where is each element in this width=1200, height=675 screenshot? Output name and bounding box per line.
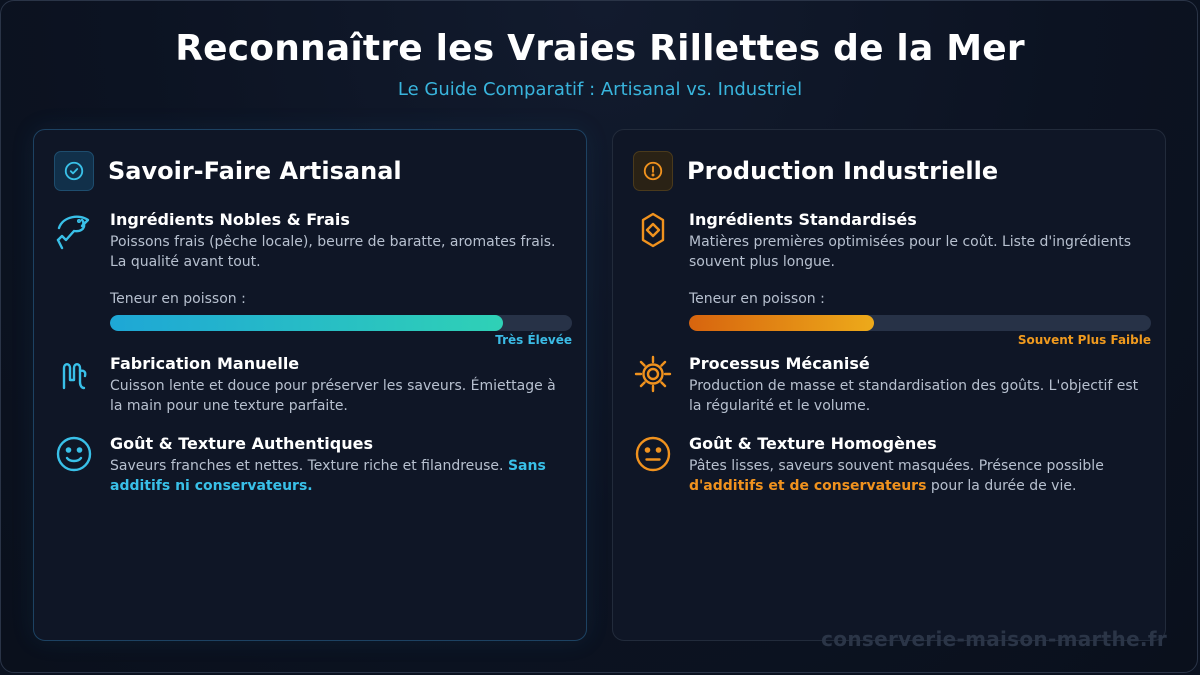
industriel-card: Production Industrielle Ingrédients Stan…: [612, 129, 1166, 641]
neutral-face-icon: [633, 434, 673, 474]
industriel-card-title: Production Industrielle: [687, 157, 999, 185]
feature-description-text-end: pour la durée de vie.: [926, 478, 1077, 494]
artisanal-card: Savoir-Faire Artisanal Ingrédients Noble…: [33, 129, 587, 641]
check-circle-icon: [54, 151, 94, 191]
feature-highlight: Sans additifs ni conservateurs.: [110, 458, 546, 494]
fish-content-label: Teneur en poisson :: [689, 291, 825, 307]
feature-description-text: Saveurs franches et nettes. Texture rich…: [110, 458, 508, 474]
fish-content-meter: [110, 315, 572, 331]
feature-highlight: d'additifs et de conservateurs: [689, 478, 927, 494]
feature-description: Matières premières optimisées pour le co…: [689, 234, 1132, 270]
feature-title: Fabrication Manuelle: [110, 354, 300, 373]
hexagon-box-icon: [633, 210, 673, 250]
feature-title: Goût & Texture Authentiques: [110, 434, 373, 453]
feature-title: Ingrédients Standardisés: [689, 210, 917, 229]
fish-content-meter-fill: [689, 315, 874, 331]
fish-content-value: Souvent Plus Faible: [1017, 333, 1151, 347]
page-subtitle: Le Guide Comparatif : Artisanal vs. Indu…: [397, 79, 803, 100]
hand-icon: [54, 354, 94, 394]
feature-title: Goût & Texture Homogènes: [689, 434, 937, 453]
feature-description-text: Pâtes lisses, saveurs souvent masquées. …: [689, 458, 1104, 474]
fish-content-meter: [689, 315, 1151, 331]
artisanal-card-title: Savoir-Faire Artisanal: [108, 157, 402, 185]
page-title: Reconnaître les Vraies Rillettes de la M…: [175, 28, 1025, 69]
smile-icon: [54, 434, 94, 474]
gear-icon: [633, 354, 673, 394]
fish-content-meter-fill: [110, 315, 503, 331]
artisanal-card-header: Savoir-Faire Artisanal: [54, 150, 402, 192]
feature-description: Production de masse et standardisation d…: [689, 378, 1139, 414]
fish-icon: [54, 210, 94, 250]
feature-description: Poissons frais (pêche locale), beurre de…: [110, 234, 556, 270]
feature-title: Ingrédients Nobles & Frais: [110, 210, 350, 229]
feature-title: Processus Mécanisé: [689, 354, 870, 373]
fish-content-label: Teneur en poisson :: [110, 291, 246, 307]
industriel-card-header: Production Industrielle: [633, 150, 998, 192]
feature-description: Saveurs franches et nettes. Texture rich…: [110, 456, 572, 496]
feature-description: Pâtes lisses, saveurs souvent masquées. …: [689, 456, 1151, 496]
watermark: conserverie-maison-marthe.fr: [821, 627, 1167, 651]
fish-content-value: Très Élevée: [495, 333, 572, 347]
feature-description: Cuisson lente et douce pour préserver le…: [110, 378, 556, 414]
alert-circle-icon: [633, 151, 673, 191]
